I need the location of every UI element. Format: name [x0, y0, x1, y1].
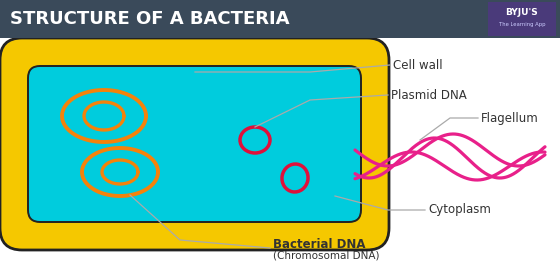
- FancyBboxPatch shape: [28, 66, 361, 222]
- FancyBboxPatch shape: [0, 38, 389, 250]
- Bar: [0, 0, 560, 38]
- Text: Bacterial DNA: Bacterial DNA: [273, 237, 366, 251]
- Text: Cell wall: Cell wall: [393, 59, 442, 71]
- Text: Flagellum: Flagellum: [481, 111, 539, 125]
- Text: STRUCTURE OF A BACTERIA: STRUCTURE OF A BACTERIA: [10, 10, 290, 28]
- Text: Cytoplasm: Cytoplasm: [428, 204, 491, 216]
- Text: The Learning App: The Learning App: [499, 22, 545, 27]
- Ellipse shape: [240, 127, 270, 153]
- Ellipse shape: [282, 164, 308, 192]
- Text: (Chromosomal DNA): (Chromosomal DNA): [273, 251, 380, 261]
- Bar: [488, 2, 556, 36]
- Text: Plasmid DNA: Plasmid DNA: [391, 88, 466, 102]
- Text: BYJU'S: BYJU'S: [506, 8, 538, 17]
